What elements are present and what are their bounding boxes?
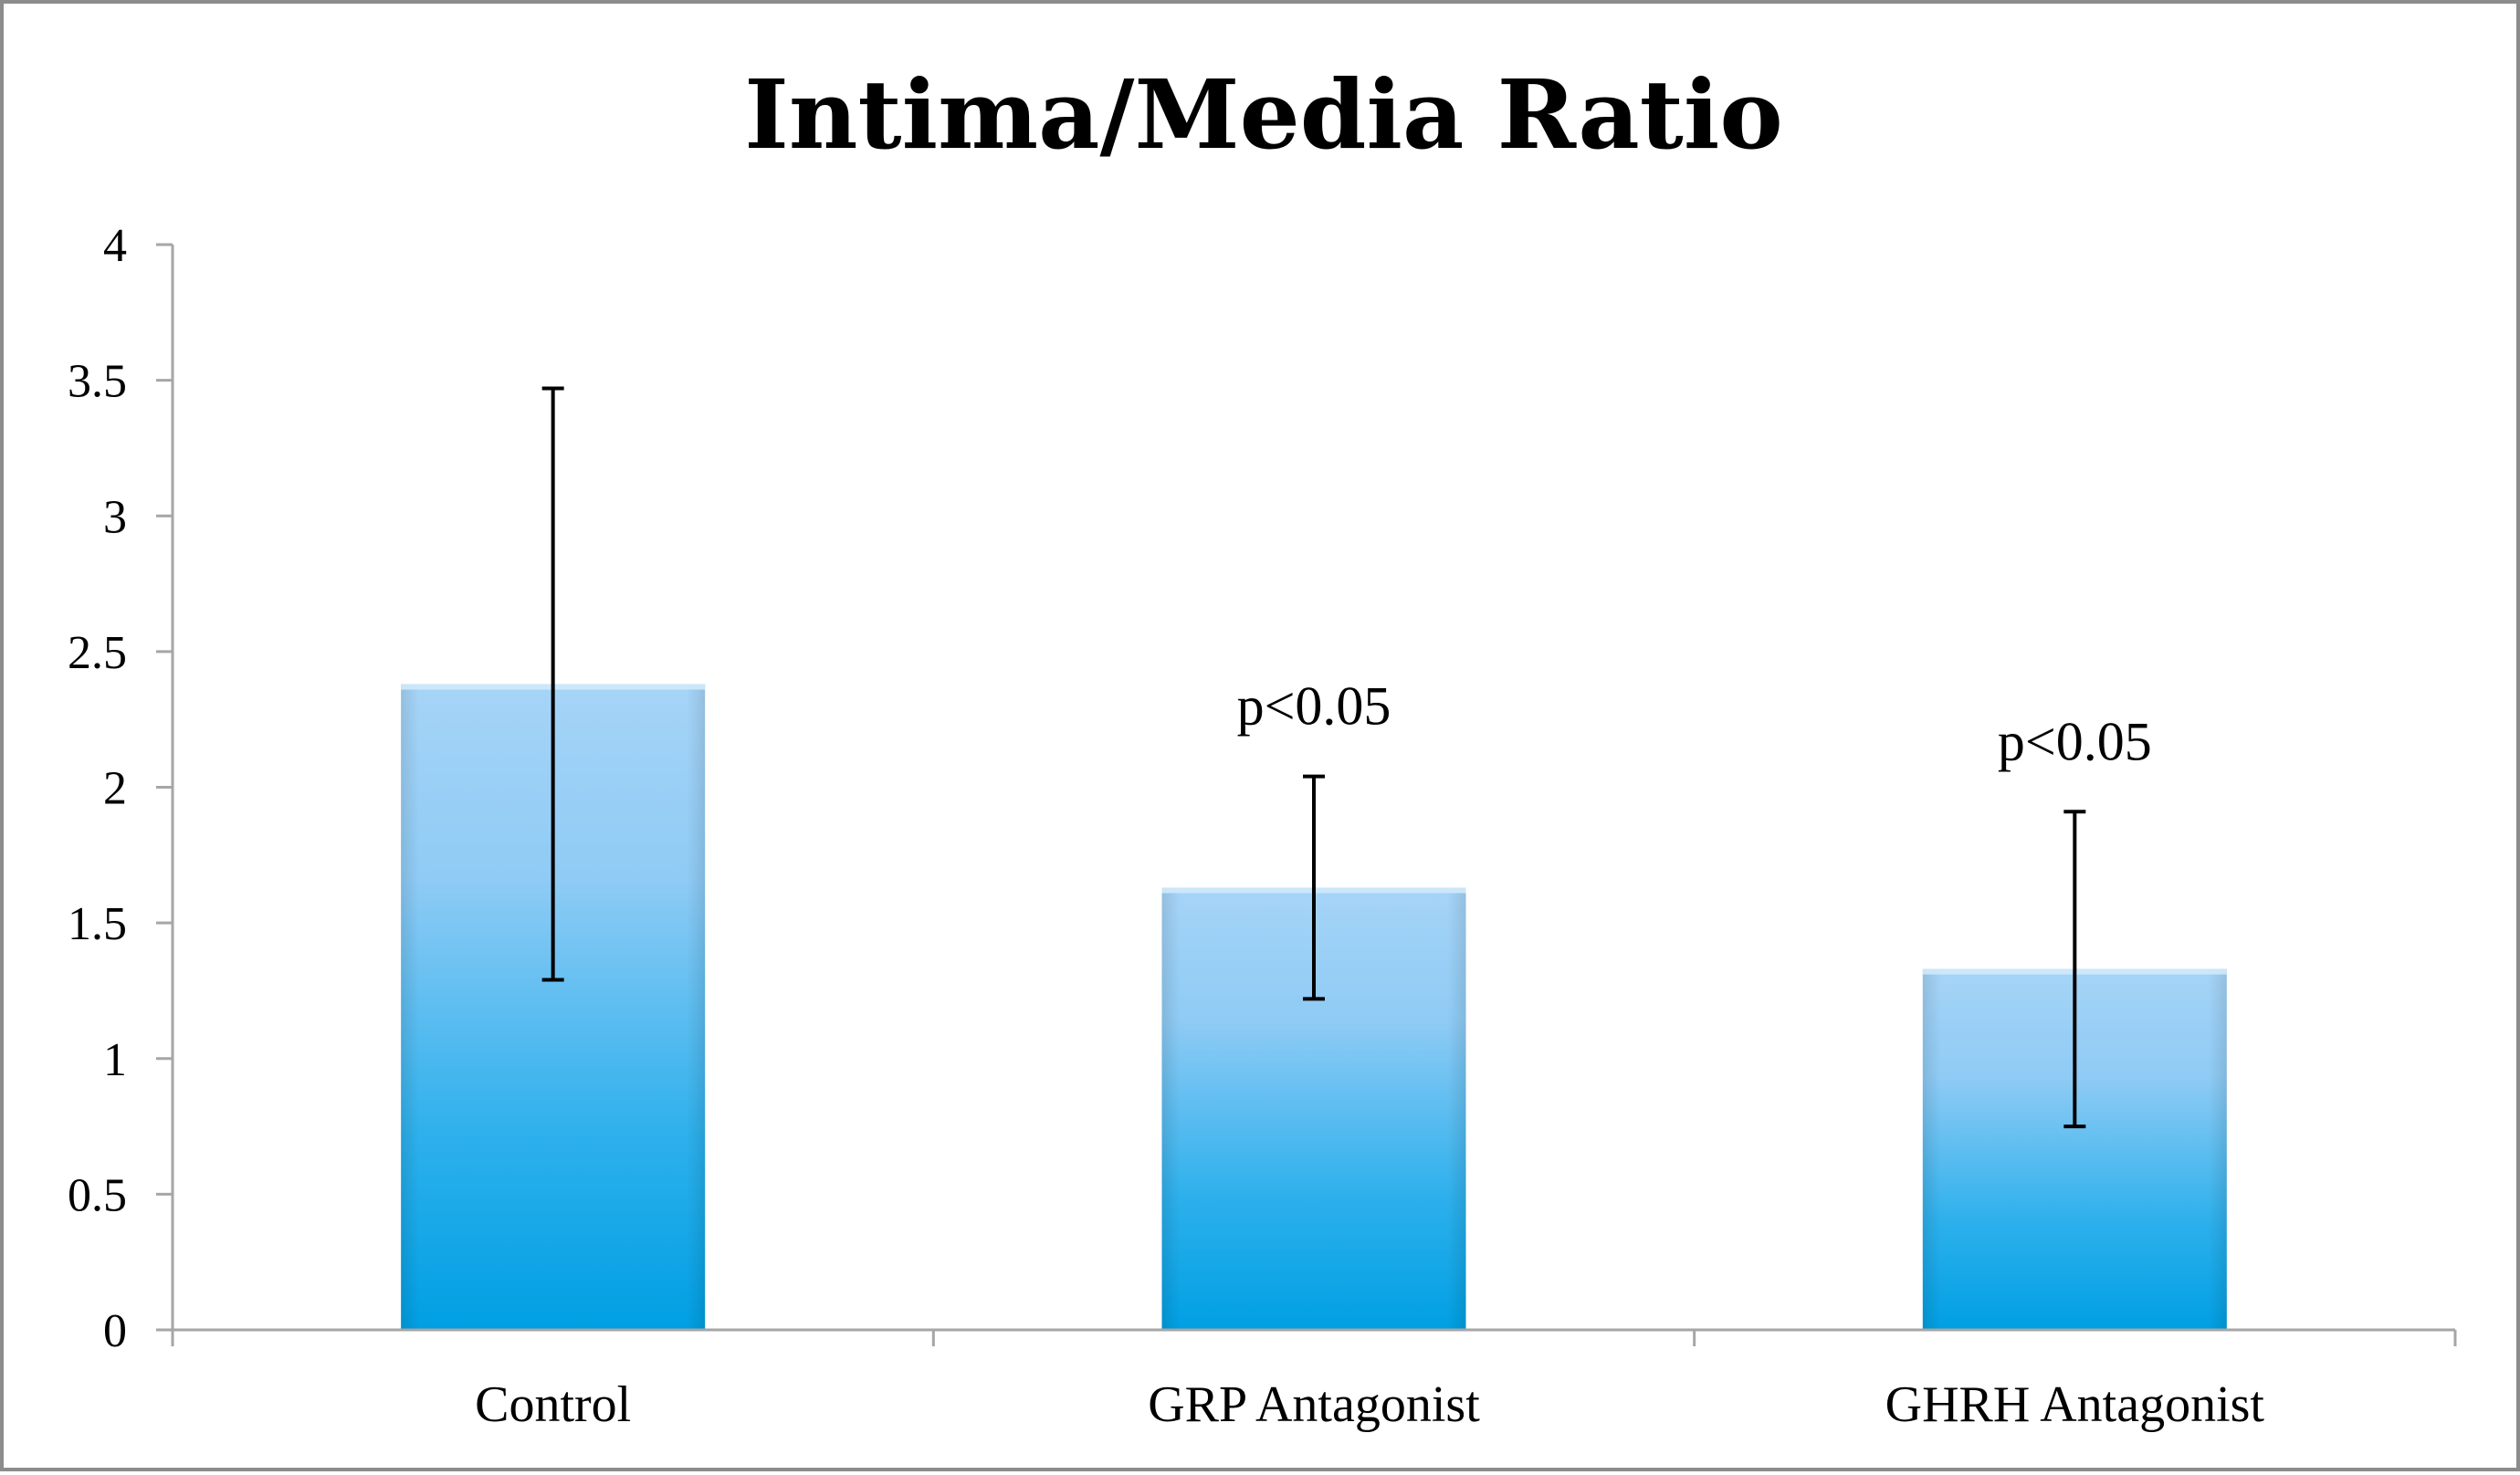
y-tick-label: 1.5 [68, 898, 127, 950]
x-category-label: GHRH Antagonist [1885, 1376, 2265, 1433]
y-tick-label: 3.5 [68, 356, 127, 408]
significance-label: p<0.05 [1998, 711, 2152, 771]
y-tick-label: 0 [103, 1305, 127, 1357]
y-tick-label: 2.5 [68, 627, 127, 679]
bar-chart: Intima/Media Ratio 0 0.5 1 1.5 2 2.5 3 3.5 4 p<0… [68, 58, 2457, 1433]
x-axis-categories: Control GRP Antagonist GHRH Antagonist [475, 1376, 2264, 1433]
y-tick-label: 4 [103, 220, 127, 272]
chart-title: Intima/Media Ratio [744, 58, 1782, 171]
axes [156, 245, 2457, 1346]
significance-label: p<0.05 [1237, 676, 1391, 737]
y-tick-label: 2 [103, 763, 127, 815]
x-category-label: Control [475, 1376, 631, 1433]
y-tick-label: 1 [103, 1034, 127, 1086]
y-tick-label: 0.5 [68, 1169, 127, 1221]
x-category-label: GRP Antagonist [1148, 1376, 1480, 1433]
annotations: p<0.05 p<0.05 [1237, 676, 2152, 772]
y-axis-ticks: 0 0.5 1 1.5 2 2.5 3 3.5 4 [68, 220, 173, 1357]
error-bars [541, 386, 2086, 1129]
y-tick-label: 3 [103, 491, 127, 543]
